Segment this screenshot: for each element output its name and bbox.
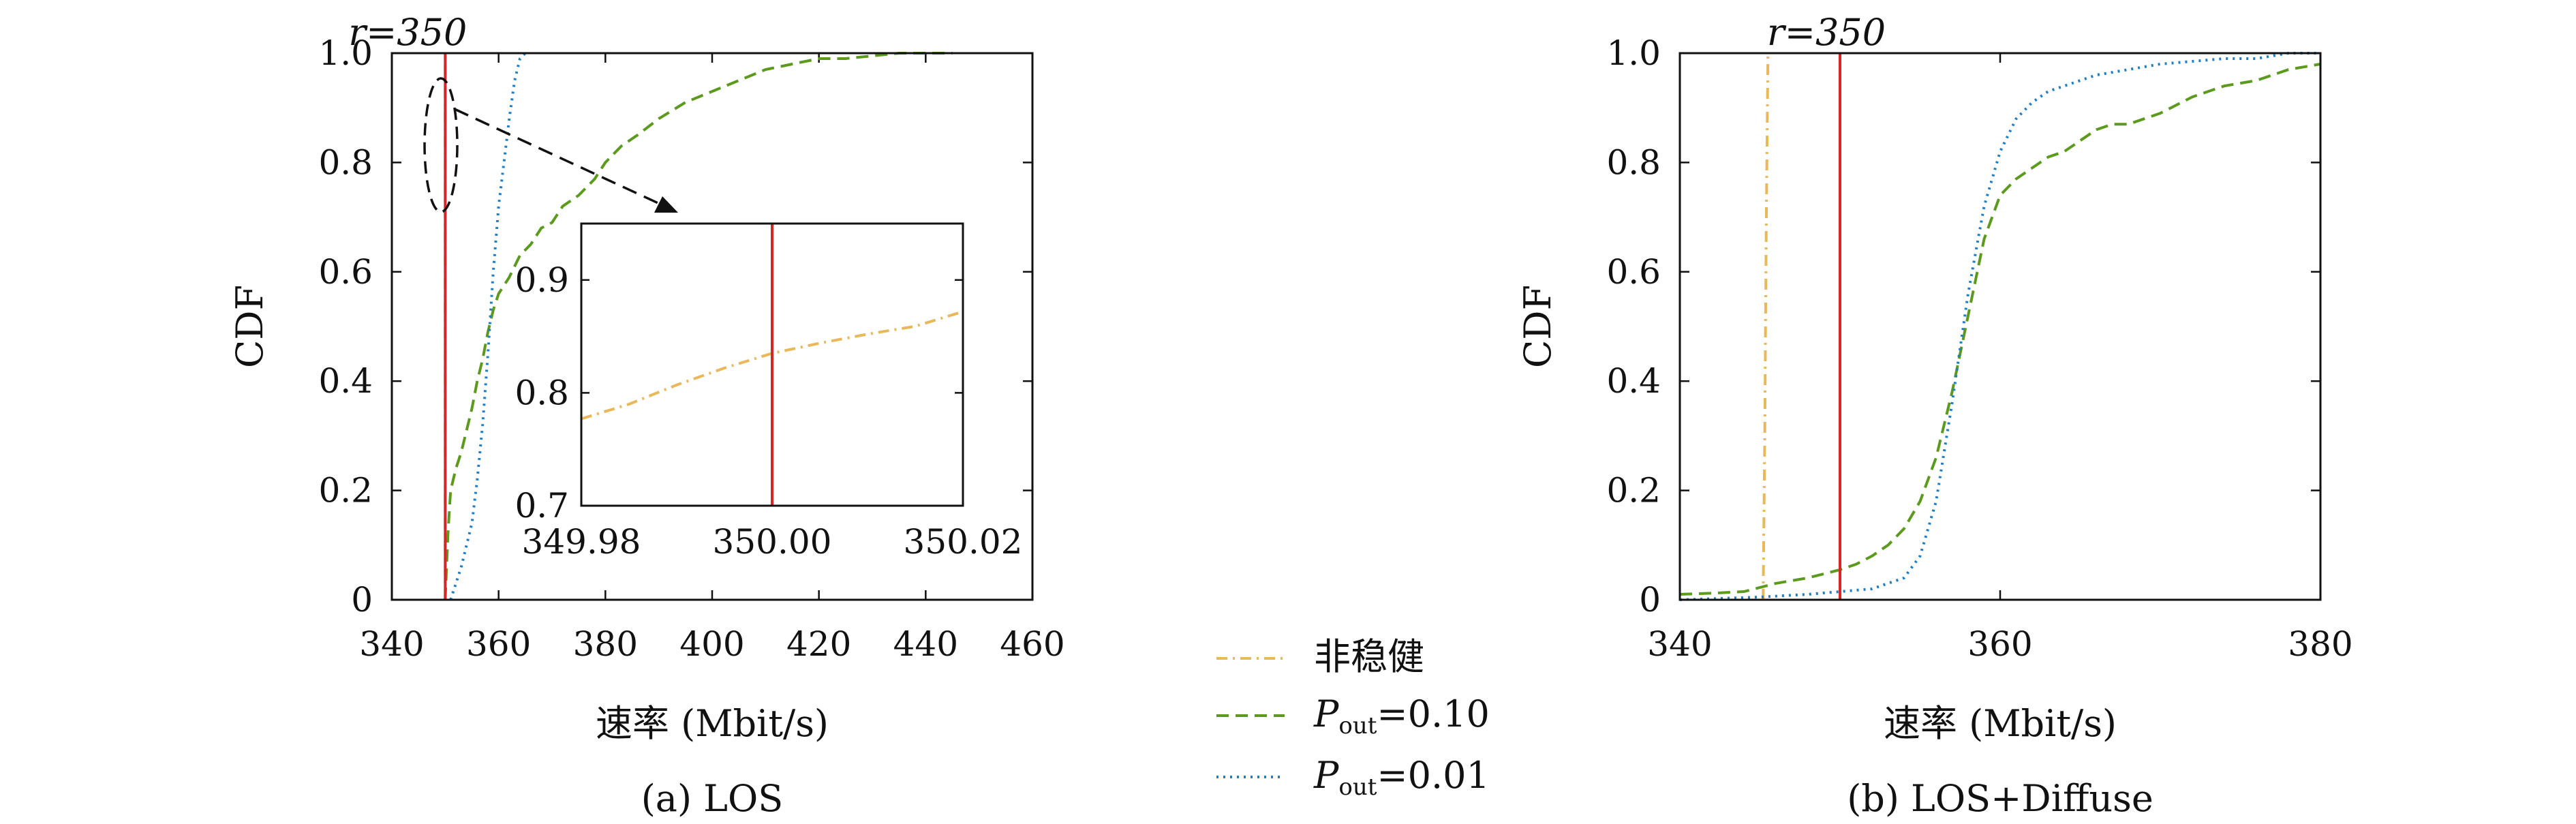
plot-frame (1678, 52, 2322, 601)
y-tick-label: 1.0 (318, 33, 373, 73)
y-axis-label: CDF (228, 285, 271, 368)
series-line (1680, 52, 2320, 601)
plot-frame (390, 52, 1034, 601)
x-tick-label: 340 (359, 624, 424, 664)
y-tick-label: 0.6 (318, 252, 373, 292)
inset-x-tick-label: 350.00 (713, 522, 832, 562)
y-tick-label: 0.8 (1606, 142, 1661, 182)
x-tick-label: 380 (2288, 624, 2352, 664)
reference-line-label: r=350 (1767, 11, 1886, 54)
chart-panel-2: 340 360 380 0 0.2 0.4 0.6 0.8 1.0 r=350 速率 (Mbit/s… (1516, 11, 2353, 820)
panel-caption: (b) LOS+Diffuse (1847, 777, 2153, 820)
series-group (1680, 52, 2320, 601)
x-tick-label: 460 (1000, 624, 1064, 664)
y-tick-label: 0.4 (1606, 361, 1661, 401)
series-line (1762, 52, 1770, 600)
x-tick-label: 420 (786, 624, 851, 664)
x-tick-label: 400 (679, 624, 744, 664)
x-tick-label: 360 (466, 624, 531, 664)
zoom-ellipse (423, 77, 459, 213)
x-axis-label: 速率 (Mbit/s) (1884, 702, 2117, 745)
x-tick-label: 380 (573, 624, 638, 664)
panel-caption: (a) LOS (641, 777, 784, 820)
legend-label: Pout=0.10 (1313, 692, 1490, 739)
y-tick-label: 0.2 (1606, 471, 1661, 510)
inset-y-tick-label: 0.8 (515, 373, 569, 412)
zoom-arrow-line (454, 108, 662, 206)
y-tick-label: 0.4 (318, 361, 373, 401)
inset-y-tick-label: 0.7 (515, 486, 569, 525)
y-tick-label: 1.0 (1606, 33, 1661, 73)
zoom-arrow-head (654, 196, 678, 213)
legend: 非稳健 Pout=0.10 Pout=0.01 (1216, 635, 1490, 801)
y-tick-label: 0.2 (318, 471, 373, 510)
x-axis-label: 速率 (Mbit/s) (596, 702, 829, 745)
legend-label: Pout=0.01 (1313, 754, 1490, 801)
y-tick-label: 0.6 (1606, 252, 1661, 292)
inset-frame (580, 222, 964, 507)
series-line (444, 52, 953, 600)
y-tick-label: 0 (1639, 580, 1661, 620)
series-line (1680, 63, 2320, 596)
x-tick-label: 340 (1647, 624, 1712, 664)
inset-chart: 349.98 350.00 350.02 0.7 0.8 0.9 (515, 222, 1023, 562)
reference-line-label: r=350 (348, 11, 467, 54)
inset-x-tick-label: 349.98 (522, 522, 641, 562)
legend-label: 非稳健 (1314, 635, 1424, 678)
inset-y-tick-label: 0.9 (515, 260, 569, 300)
x-tick-label: 440 (893, 624, 958, 664)
y-axis-label: CDF (1516, 285, 1559, 368)
y-tick-label: 0 (351, 580, 373, 620)
x-tick-label: 360 (1967, 624, 2032, 664)
y-tick-label: 0.8 (318, 142, 373, 182)
chart-panel-1: 340 360 380 400 420 440 460 0 0.2 0.4 0.6 0.8 1.0r=3… (228, 11, 1065, 820)
inset-x-tick-label: 350.02 (904, 522, 1023, 562)
